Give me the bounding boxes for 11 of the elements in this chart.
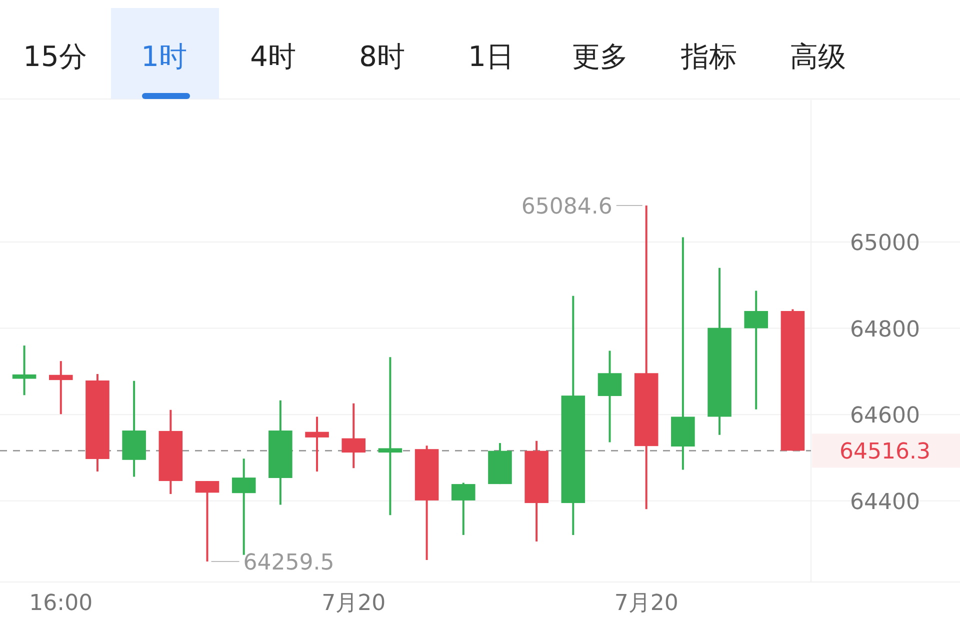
ref-line-label: 64516.3 bbox=[840, 440, 930, 465]
y-tick-label: 65000 bbox=[850, 230, 920, 256]
annotation: 65084.6 bbox=[521, 194, 612, 220]
y-tick-label: 64400 bbox=[850, 490, 920, 515]
y-tick-label: 64800 bbox=[850, 317, 920, 342]
y-tick-label: 64600 bbox=[850, 404, 920, 429]
x-tick-label: 7月20 bbox=[322, 591, 386, 616]
tabs: 15分 1时 4时 8时 1日 更多 指标 高级 bbox=[0, 8, 960, 100]
x-tick-label: 7月20 bbox=[614, 591, 678, 616]
annotation: 64259.5 bbox=[243, 550, 334, 576]
x-tick-label: 16:00 bbox=[29, 591, 93, 616]
